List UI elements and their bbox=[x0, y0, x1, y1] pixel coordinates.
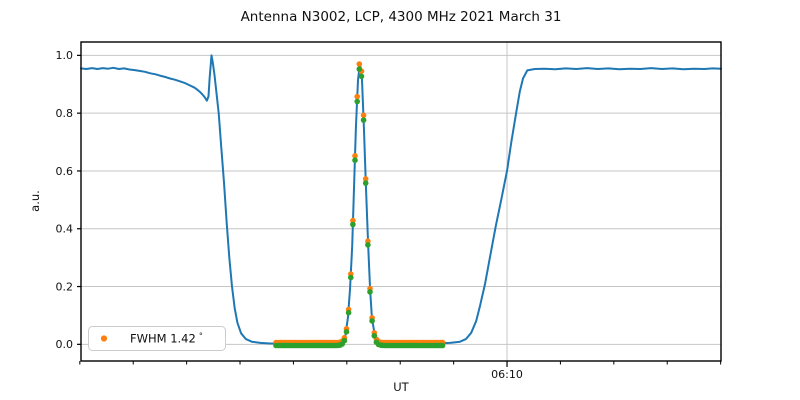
source-data-points-dot bbox=[352, 153, 358, 159]
gaussian-fit-points-dot bbox=[352, 157, 358, 163]
legend-box bbox=[88, 326, 226, 351]
gaussian-fit-points-dot bbox=[350, 221, 356, 228]
source-data-points-dot bbox=[362, 176, 369, 182]
source-data-points-dot bbox=[356, 61, 363, 67]
source-data-points-dot bbox=[360, 112, 367, 119]
plot-border bbox=[80, 41, 722, 362]
y-tick-label: 0.8 bbox=[56, 107, 74, 120]
legend: FWHM 1.42 ° bbox=[88, 326, 226, 351]
x-tick-label-0610: 06:10 bbox=[491, 368, 523, 381]
x-axis-label: UT bbox=[393, 380, 409, 394]
gaussian-fit-points-dot bbox=[345, 309, 352, 316]
gaussian-fit-points-dot bbox=[343, 329, 350, 335]
axis-ticks bbox=[77, 54, 722, 367]
gaussian-fit-points-dot bbox=[348, 274, 354, 281]
y-tick-label: 0.0 bbox=[56, 338, 74, 351]
gaussian-fit-points-dot bbox=[439, 342, 446, 349]
y-tick-label: 0.4 bbox=[56, 223, 74, 236]
gaussian-fit-points-dot bbox=[358, 73, 365, 80]
legend-marker-dot bbox=[100, 335, 108, 342]
data-series bbox=[80, 54, 722, 349]
gridlines bbox=[81, 42, 721, 361]
axis-tick-labels: 0.0 0.2 0.4 0.6 0.8 1.0 bbox=[56, 49, 74, 351]
y-tick-label: 0.6 bbox=[56, 165, 74, 178]
source-data-points-dot bbox=[350, 217, 356, 224]
source-data-points-dot bbox=[354, 93, 361, 100]
legend-label: FWHM 1.42 ° bbox=[130, 332, 203, 346]
gaussian-fit-points-dot bbox=[356, 66, 363, 72]
chart-title: Antenna N3002, LCP, 4300 MHz 2021 March … bbox=[241, 9, 562, 25]
y-tick-label: 1.0 bbox=[56, 49, 74, 62]
y-tick-label: 0.2 bbox=[56, 280, 74, 293]
gaussian-fit-points-dot bbox=[341, 337, 348, 344]
gaussian-fit-points-dot bbox=[367, 289, 373, 295]
gaussian-fit-points-dot bbox=[360, 117, 367, 123]
drift-scan-signal bbox=[80, 54, 722, 345]
gaussian-fit-points-dot bbox=[365, 242, 371, 248]
gaussian-fit-points-dot bbox=[354, 98, 361, 105]
gaussian-fit-points-dot bbox=[362, 180, 369, 186]
y-axis-label: a.u. bbox=[28, 190, 42, 212]
gaussian-fit-points-dot bbox=[369, 318, 375, 324]
gaussian-fit-points-dot bbox=[371, 333, 378, 339]
